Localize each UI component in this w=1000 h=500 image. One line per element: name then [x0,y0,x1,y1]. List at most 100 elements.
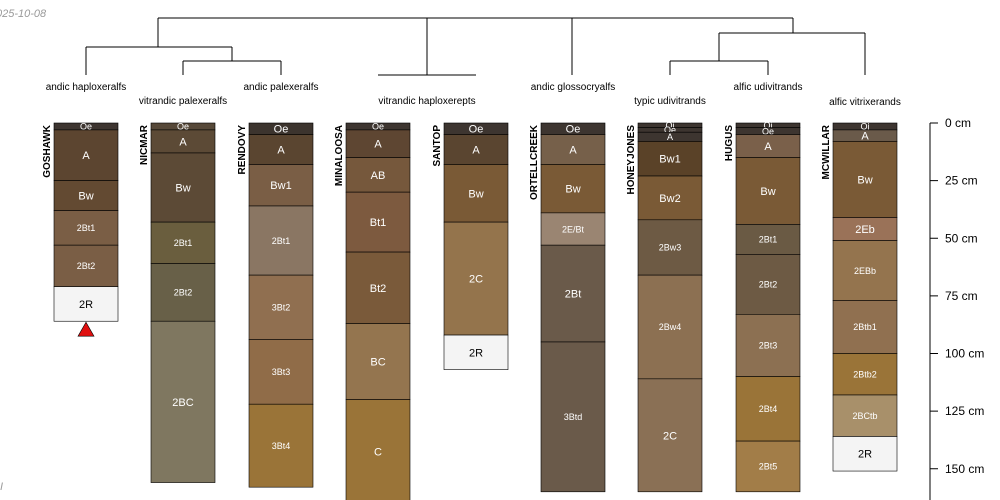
horizon-label: 2BC [172,397,193,409]
horizon-label: Bw2 [659,193,680,205]
horizon-minaloosa-3 [345,191,411,253]
taxon-label: vitrandic haploxerepts [378,96,475,107]
horizon-label: 2E/Bt [562,224,585,234]
horizon-label: 2Bt1 [759,235,778,245]
horizon-label: A [569,144,577,156]
horizon-label: Bw1 [659,154,680,166]
horizon-label: 3Btd [564,412,583,422]
horizon-hugus-7 [735,376,801,442]
horizon-rendovy-6 [248,403,314,488]
taxon-label: vitrandic palexeralfs [139,96,227,107]
horizon-label: A [861,131,869,143]
horizon-ortellcreek-2 [540,164,606,214]
date-stamp: 025-10-08 [0,8,47,20]
horizon-label: Bt2 [370,283,387,295]
horizon-hugus-5 [735,254,801,315]
horizon-label: Bw [565,184,580,196]
horizon-label: 2Bt [565,289,582,301]
horizon-mcwillar-8 [832,436,898,472]
horizon-label: Oi [861,122,870,132]
horizon-ortellcreek-3 [540,212,606,246]
horizon-minaloosa-4 [345,251,411,324]
horizon-label: 2Bt2 [174,288,193,298]
depth-tick-label: 0 cm [945,116,971,130]
horizon-label: 2Bt5 [759,462,778,472]
horizon-goshawk-5 [53,286,119,322]
profile-ortellcreek: Oe A Bw 2E/Bt 2Bt 3Btd ORTELLCREEK [529,122,606,493]
horizon-mcwillar-5 [832,300,898,354]
profile-name-santop: SANTOP [432,125,443,167]
profile-name-ortellcreek: ORTELLCREEK [529,124,540,200]
horizon-label: 2Bt4 [759,404,778,414]
horizon-label: Bw1 [270,180,291,192]
taxon-label: alfic udivitrands [734,82,803,93]
horizon-label: Oe [80,122,92,132]
horizon-ortellcreek-4 [540,244,606,343]
taxon-label: alfic vitrixerands [829,97,901,108]
horizon-rendovy-2 [248,164,314,207]
dendrogram-taxa-labels: andic haploxeralfs vitrandic palexeralfs a… [46,82,901,108]
horizon-mcwillar-7 [832,394,898,437]
horizon-label: Oe [469,124,484,136]
taxon-label: typic udivitrands [634,96,706,107]
horizon-goshawk-4 [53,244,119,287]
horizon-label: 2Bt2 [77,261,96,271]
horizon-label: AB [371,170,386,182]
depth-tick-label: 100 cm [945,347,984,361]
horizon-minaloosa-6 [345,399,411,500]
horizon-rendovy-1 [248,134,314,165]
horizon-minaloosa-1 [345,129,411,158]
horizon-hugus-4 [735,224,801,255]
horizon-honeyjones-3 [637,141,703,177]
horizon-rendovy-5 [248,339,314,405]
profile-name-nicmar: NICMAR [139,124,150,165]
depth-tick-label: 75 cm [945,289,978,303]
horizon-label: 2C [663,430,677,442]
horizon-honeyjones-7 [637,378,703,493]
taxon-label: andic glossocryalfs [531,82,615,93]
horizon-label: 2Bw3 [659,243,682,253]
horizon-hugus-3 [735,157,801,225]
profile-minaloosa: Oe A AB Bt1 Bt2 BC C MINALOOSA [334,122,411,500]
horizon-mcwillar-2 [832,141,898,218]
horizon-label: 2Bt1 [174,238,193,248]
horizon-label: 2R [858,449,872,461]
profile-name-rendovy: RENDOVY [237,125,248,175]
horizon-label: 2R [469,347,483,359]
horizon-label: A [374,139,382,151]
horizon-nicmar-3 [150,221,216,264]
horizon-label: 2Btb1 [853,322,877,332]
horizon-rendovy-3 [248,205,314,276]
depth-tick-label: 150 cm [945,462,984,476]
profile-rendovy: Oe A Bw1 2Bt1 3Bt2 3Bt3 3Bt4 RENDOVY [237,122,314,488]
horizon-label: Bt1 [370,217,387,229]
profile-santop: Oe A Bw 2C 2R SANTOP [432,122,509,370]
horizon-label: Oe [762,126,774,136]
horizon-label: Bw [760,186,775,198]
horizon-label: A [82,150,90,162]
horizon-santop-3 [443,221,509,336]
horizon-label: A [472,144,480,156]
horizon-minaloosa-2 [345,157,411,193]
bedrock-marker-icon [77,321,95,337]
horizon-santop-1 [443,134,509,165]
horizon-hugus-6 [735,314,801,377]
horizon-mcwillar-4 [832,240,898,301]
horizon-label: 2Bw4 [659,322,682,332]
horizon-label: 2R [79,299,93,311]
horizon-label: Oe [664,125,676,135]
horizon-label: 2C [469,274,483,286]
horizon-label: Oe [177,122,189,132]
horizon-label: 3Bt4 [272,441,291,451]
taxon-label: andic palexeralfs [243,82,318,93]
horizon-label: A [667,132,673,142]
horizon-label: 2Bt3 [759,341,778,351]
horizon-label: Bw [468,188,483,200]
dendrogram: andic haploxeralfs vitrandic palexeralfs a… [46,17,901,108]
horizon-label: Bw [78,191,93,203]
profile-name-minaloosa: MINALOOSA [334,125,345,186]
depth-axis: 0 cm 25 cm 50 cm 75 cm 100 cm 125 cm 150 cm [929,116,984,500]
